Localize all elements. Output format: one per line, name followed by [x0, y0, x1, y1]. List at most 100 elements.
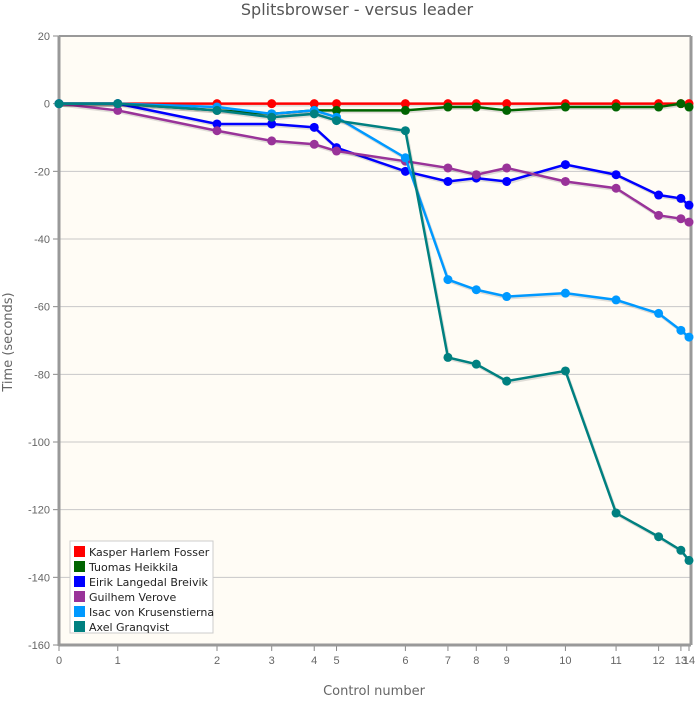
legend-swatch	[74, 621, 85, 632]
data-point	[267, 99, 277, 109]
y-tick-label: 20	[38, 31, 50, 43]
data-point	[309, 139, 319, 149]
data-point	[684, 555, 694, 565]
y-tick-label: -160	[28, 640, 50, 652]
data-point	[332, 116, 342, 126]
series-group	[54, 99, 694, 565]
data-point	[309, 109, 319, 119]
series-guilhem-verove	[54, 99, 694, 227]
legend-label: Axel Granqvist	[89, 621, 170, 634]
y-tick-label: -20	[34, 166, 50, 178]
x-tick-label: 5	[333, 655, 339, 667]
legend-item: Axel Granqvist	[74, 621, 170, 634]
data-point	[332, 99, 342, 109]
data-point	[400, 153, 410, 163]
data-point	[502, 99, 512, 109]
data-point	[611, 102, 621, 112]
data-point	[471, 170, 481, 180]
legend-box	[69, 540, 214, 634]
legend-item: Guilhem Verove	[74, 591, 177, 604]
y-tick-label: -80	[34, 369, 50, 381]
data-point	[502, 292, 512, 302]
y-axis: 20 0 -20 -40 -60 -80 -100 -120 -140 -160	[28, 31, 59, 652]
x-tick-label: 9	[504, 655, 510, 667]
data-point	[502, 105, 512, 115]
series-axel-granqvist	[54, 99, 694, 565]
data-point	[267, 136, 277, 146]
x-tick-label: 10	[559, 655, 571, 667]
chart-title: Splitsbrowser - versus leader	[241, 0, 474, 19]
data-point	[676, 193, 686, 203]
x-tick-label: 8	[473, 655, 479, 667]
x-tick-label: 4	[311, 655, 317, 667]
x-tick-label: 6	[402, 655, 408, 667]
data-point	[400, 99, 410, 109]
data-point	[400, 105, 410, 115]
data-point	[676, 325, 686, 335]
x-tick-label: 3	[269, 655, 275, 667]
data-point	[676, 214, 686, 224]
data-point	[684, 217, 694, 227]
data-point	[400, 126, 410, 136]
data-point	[654, 210, 664, 220]
legend-label: Isac von Krusenstierna	[89, 606, 214, 619]
x-tick-label: 1	[115, 655, 121, 667]
data-point	[443, 163, 453, 173]
y-tick-label: -100	[28, 437, 50, 449]
data-point	[309, 122, 319, 132]
legend-swatch	[74, 576, 85, 587]
data-point	[471, 285, 481, 295]
data-point	[611, 183, 621, 193]
data-point	[676, 99, 686, 109]
legend-label: Tuomas Heikkila	[88, 561, 178, 574]
data-point	[212, 126, 222, 136]
data-point	[560, 366, 570, 376]
data-point	[611, 170, 621, 180]
data-point	[560, 176, 570, 186]
x-tick-label: 13	[675, 655, 687, 667]
data-point	[113, 99, 123, 109]
data-point	[502, 163, 512, 173]
data-point	[309, 99, 319, 109]
data-point	[684, 200, 694, 210]
y-axis-label: Time (seconds)	[1, 292, 16, 392]
y-tick-label: -140	[28, 572, 50, 584]
data-point	[654, 308, 664, 318]
legend-label: Kasper Harlem Fosser	[89, 546, 210, 559]
data-point	[332, 146, 342, 156]
x-tick-label: 0	[56, 655, 62, 667]
data-point	[443, 275, 453, 285]
y-tick-label: 0	[44, 99, 50, 111]
data-point	[611, 295, 621, 305]
data-point	[267, 112, 277, 122]
y-tick-label: -120	[28, 505, 50, 517]
y-tick-label: -40	[34, 234, 50, 246]
series-eirik-langedal-breivik	[54, 99, 694, 210]
x-tick-label: 14	[683, 655, 695, 667]
data-point	[502, 376, 512, 386]
data-point	[212, 119, 222, 129]
legend-label: Eirik Langedal Breivik	[89, 576, 209, 589]
data-point	[400, 166, 410, 176]
data-point	[443, 176, 453, 186]
data-point	[560, 160, 570, 170]
y-tick-label: -60	[34, 302, 50, 314]
data-point	[684, 102, 694, 112]
data-point	[654, 190, 664, 200]
x-tick-label: 7	[445, 655, 451, 667]
data-point	[443, 352, 453, 362]
data-point	[654, 102, 664, 112]
data-point	[684, 332, 694, 342]
legend-item: Isac von Krusenstierna	[74, 606, 214, 619]
data-point	[502, 176, 512, 186]
legend-item: Tuomas Heikkila	[74, 561, 178, 574]
data-point	[332, 105, 342, 115]
legend-swatch	[74, 561, 85, 572]
data-point	[560, 102, 570, 112]
x-tick-label: 12	[652, 655, 664, 667]
x-tick-label: 11	[610, 655, 621, 667]
data-point	[611, 508, 621, 518]
data-point	[471, 102, 481, 112]
